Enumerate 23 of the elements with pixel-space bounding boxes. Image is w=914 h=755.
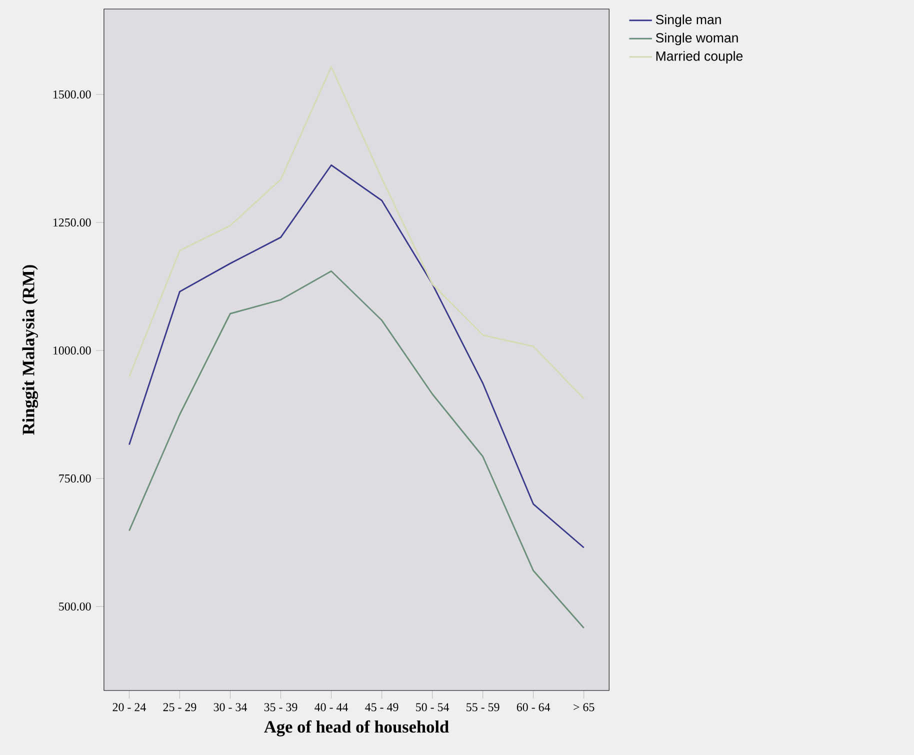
y-tick-label: 1000.00 <box>53 346 91 354</box>
x-tick-label: 40 - 44 <box>314 703 348 712</box>
line-series <box>128 270 585 629</box>
x-tick-label: 50 - 54 <box>416 703 450 712</box>
legend-label: Single woman <box>656 32 738 46</box>
x-tick-label: 55 - 59 <box>466 703 500 712</box>
y-tick-label: 1500.00 <box>53 90 91 98</box>
line-series <box>128 164 585 548</box>
legend-label: Single man <box>656 14 721 27</box>
x-tick-label: 45 - 49 <box>365 703 398 712</box>
x-axis-title: Age of head of household <box>264 720 449 736</box>
x-tick-label: 60 - 64 <box>516 703 550 712</box>
y-axis-title: Ringgit Malaysia (RM) <box>22 264 38 435</box>
legend-label: Married couple <box>656 50 743 64</box>
x-tick-label: 20 - 24 <box>112 703 146 712</box>
x-tick-label: 35 - 39 <box>264 703 298 712</box>
line-series <box>128 66 585 400</box>
x-tick-label: 30 - 34 <box>214 703 247 712</box>
y-tick-label: 1250.00 <box>53 218 91 226</box>
y-tick-label: 750.00 <box>59 474 91 482</box>
x-tick-label: > 65 <box>574 703 594 712</box>
y-tick-label: 500.00 <box>59 602 91 610</box>
x-tick-label: 25 - 29 <box>163 703 196 712</box>
